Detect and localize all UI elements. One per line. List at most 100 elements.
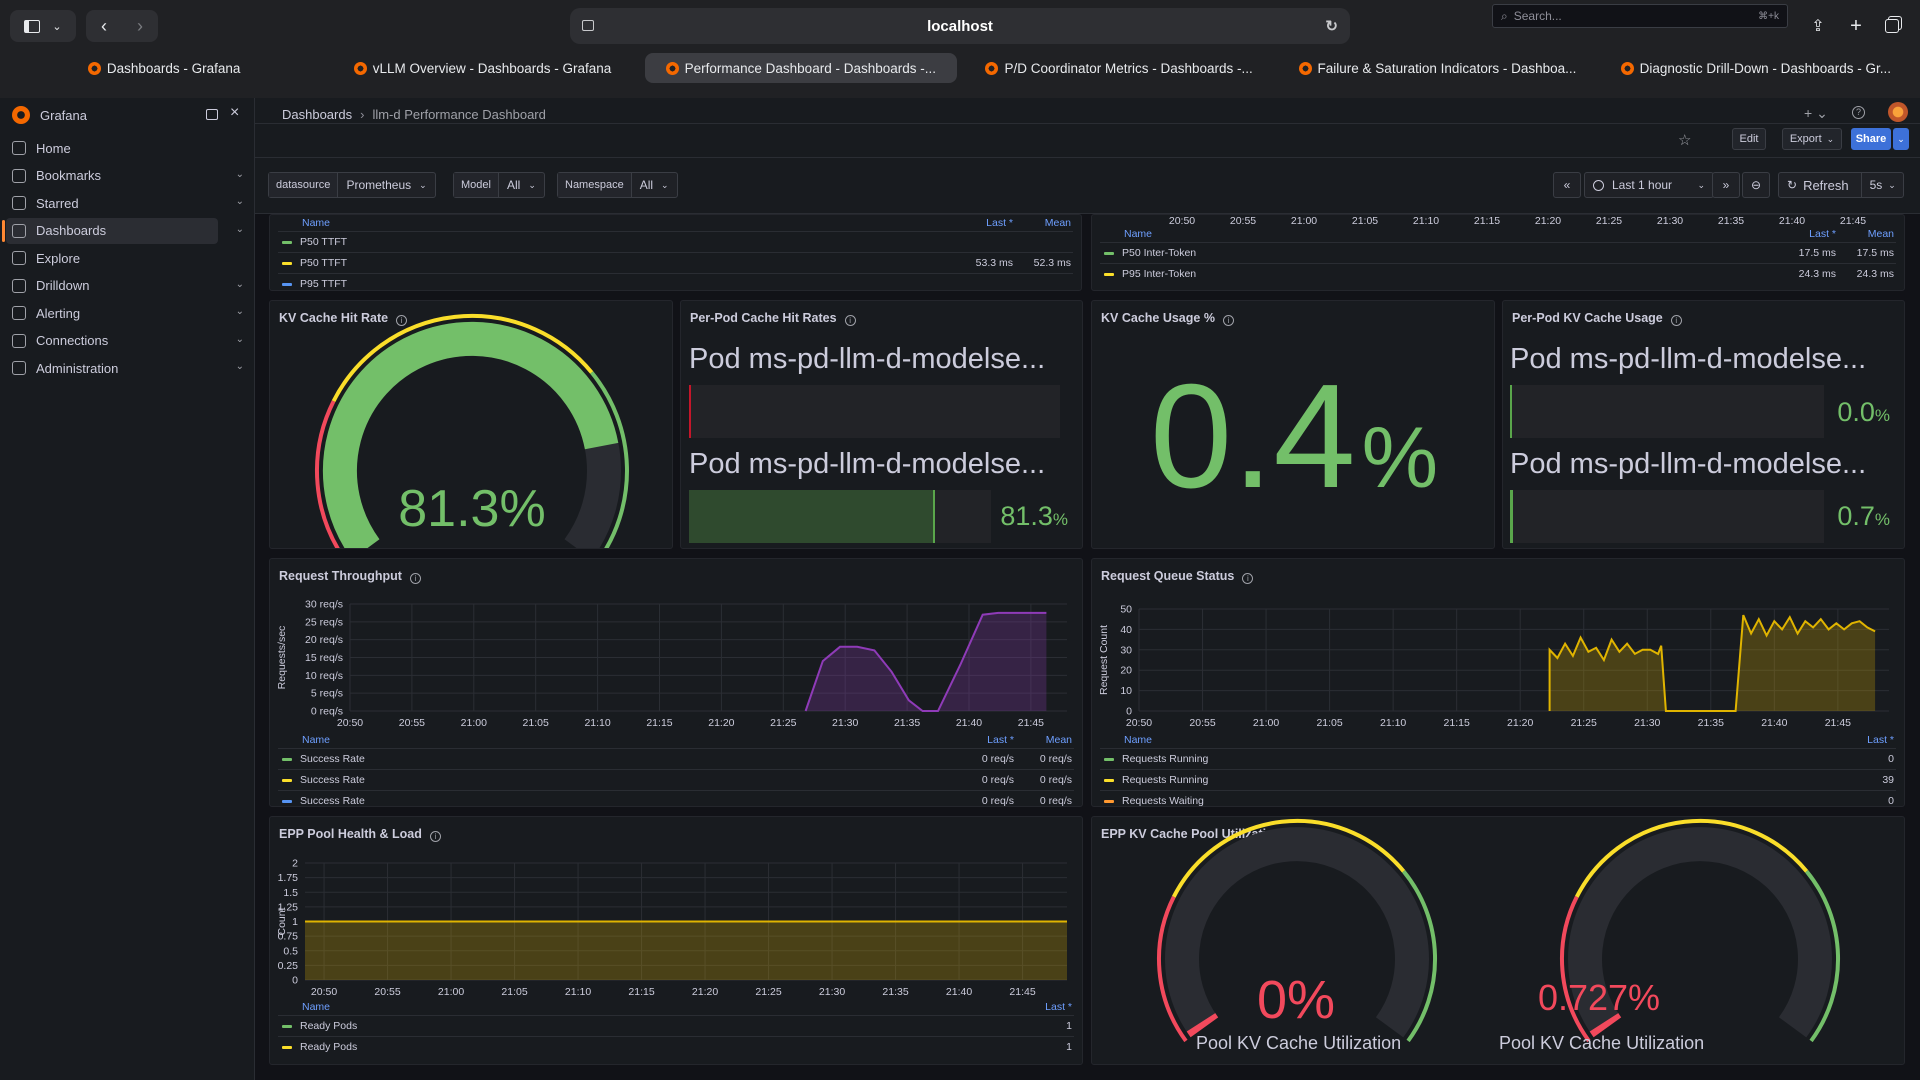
info-icon[interactable]: i xyxy=(409,573,421,584)
nav-item-home[interactable]: Home xyxy=(6,135,218,161)
nav-item-drilldown[interactable]: Drilldown ⌄ xyxy=(6,273,244,299)
close-icon[interactable]: × xyxy=(230,104,240,121)
forward-button[interactable]: › xyxy=(137,15,143,36)
chevron-down-icon[interactable]: ⌄ xyxy=(235,168,244,180)
info-icon[interactable]: i xyxy=(429,831,441,842)
legend-header-last[interactable]: Last * xyxy=(986,217,1013,229)
legend-header-name[interactable]: Name xyxy=(302,734,331,746)
time-range-picker[interactable]: Last 1 hour ⌄ xyxy=(1584,172,1714,198)
chevron-down-icon[interactable]: ⌄ xyxy=(235,333,244,345)
nav-item-bookmarks[interactable]: Bookmarks ⌄ xyxy=(6,163,244,189)
legend-row[interactable]: Success Rate 0 req/s 0 req/s xyxy=(278,790,1074,806)
legend-header-name[interactable]: Name xyxy=(302,1001,331,1013)
search-input[interactable]: ⌕ Search... ⌘+k xyxy=(1492,4,1788,28)
dock-menu-icon[interactable] xyxy=(206,109,218,120)
epp-chart[interactable]: 0 0.25 0.5 0.75 1 1.25 1.5 1.75 2 20:50 20:55 21:00… xyxy=(270,817,1083,1005)
x-tick-label: 21:40 xyxy=(946,986,972,998)
legend-header-last[interactable]: Last * xyxy=(1045,1001,1072,1013)
legend-header-last[interactable]: Last * xyxy=(1867,734,1894,746)
user-avatar[interactable] xyxy=(1888,102,1908,122)
legend-row[interactable]: P50 TTFT xyxy=(278,231,1073,252)
throughput-chart[interactable]: 0 req/s 5 req/s 10 req/s 15 req/s 20 req/s 25… xyxy=(270,559,1083,739)
edit-button[interactable]: Edit xyxy=(1732,128,1766,150)
pod-bar-value: 0.7% xyxy=(1837,501,1890,532)
queue-chart[interactable]: 0 10 20 30 40 50 20:50 20:55 21:00 21:05 21:10 21:1… xyxy=(1092,559,1905,739)
legend-row[interactable]: Requests Running 0 xyxy=(1100,748,1896,769)
grafana-favicon-icon xyxy=(353,61,367,75)
legend-header-name[interactable]: Name xyxy=(1124,228,1153,240)
chevron-down-icon[interactable]: ⌄ xyxy=(235,196,244,207)
legend-row[interactable]: P50 Inter-Token 17.5 ms 17.5 ms xyxy=(1100,242,1896,263)
chevron-down-icon[interactable]: ⌄ xyxy=(235,278,244,290)
browser-tab[interactable]: vLLM Overview - Dashboards - Grafana xyxy=(326,53,638,83)
var-model[interactable]: Model All ⌄ xyxy=(453,172,545,198)
legend-row[interactable]: Requests Running 39 xyxy=(1100,769,1896,790)
add-menu-button[interactable]: + ⌄ xyxy=(1804,105,1828,121)
chevron-down-icon[interactable]: ⌄ xyxy=(235,223,244,235)
tab-overview-button[interactable] xyxy=(1876,10,1908,42)
browser-tab[interactable]: Dashboards - Grafana xyxy=(8,53,320,83)
help-icon[interactable]: ? xyxy=(1852,106,1865,119)
refresh-picker[interactable]: ↻ Refresh 5s ⌄ xyxy=(1778,172,1904,198)
refresh-interval[interactable]: 5s xyxy=(1860,173,1882,197)
nav-item-explore[interactable]: Explore xyxy=(6,245,218,271)
nav-item-dashboards[interactable]: Dashboards ⌄ xyxy=(2,217,244,244)
nav-item-alerting[interactable]: Alerting ⌄ xyxy=(6,300,244,326)
itl-panel: 20:50 20:55 21:00 21:05 21:10 21:15 21:20 21:25… xyxy=(1091,214,1905,291)
legend-row[interactable]: Success Rate 0 req/s 0 req/s xyxy=(278,769,1074,790)
reload-icon[interactable]: ↻ xyxy=(1325,18,1338,35)
legend-row[interactable]: P50 TTFT 53.3 ms 52.3 ms xyxy=(278,252,1073,273)
legend-header-mean[interactable]: Mean xyxy=(1045,734,1072,746)
legend-header-name[interactable]: Name xyxy=(302,217,331,229)
legend-row[interactable]: Ready Pods 1 xyxy=(278,1036,1074,1057)
nav-item-connections[interactable]: Connections ⌄ xyxy=(6,328,244,354)
chevron-down-icon[interactable]: ⌄ xyxy=(235,361,244,372)
y-tick-label: 25 req/s xyxy=(305,616,343,628)
star-dashboard-icon[interactable]: ☆ xyxy=(1678,132,1692,149)
legend-row[interactable]: Requests Waiting 0 xyxy=(1100,790,1896,806)
nav-item-administration[interactable]: Administration ⌄ xyxy=(6,355,244,381)
legend-header-mean[interactable]: Mean xyxy=(1044,217,1071,229)
share-button[interactable]: Share xyxy=(1851,128,1891,150)
time-shift-back-button[interactable]: « xyxy=(1553,172,1581,198)
back-button[interactable]: ‹ xyxy=(101,15,107,36)
legend-row[interactable]: P95 Inter-Token 24.3 ms 24.3 ms xyxy=(1100,263,1896,284)
legend-header-last[interactable]: Last * xyxy=(987,734,1014,746)
browser-tab[interactable]: Diagnostic Drill-Down - Dashboards - Gr.… xyxy=(1600,53,1912,83)
browser-tab[interactable]: Failure & Saturation Indicators - Dashbo… xyxy=(1281,53,1593,83)
info-icon[interactable]: i xyxy=(396,315,408,326)
browser-tab[interactable]: P/D Coordinator Metrics - Dashboards -..… xyxy=(963,53,1275,83)
nav-item-starred[interactable]: Starred ⌄ xyxy=(6,190,244,216)
new-tab-button[interactable]: + xyxy=(1840,10,1872,42)
chevron-down-icon[interactable]: ⌄ xyxy=(235,306,244,317)
legend-header-name[interactable]: Name xyxy=(1124,734,1153,746)
info-icon[interactable]: i xyxy=(1242,573,1254,584)
series-color-swatch xyxy=(282,778,292,782)
kv-usage-value: 0.4% xyxy=(1092,363,1494,511)
share-menu-chevron-icon[interactable]: ⌄ xyxy=(1893,128,1909,150)
var-datasource[interactable]: datasource Prometheus ⌄ xyxy=(268,172,436,198)
zoom-out-button[interactable]: ⊖ xyxy=(1742,172,1770,198)
browser-tab[interactable]: Performance Dashboard - Dashboards -... xyxy=(644,53,957,83)
address-bar[interactable]: localhost ↻ xyxy=(570,8,1350,44)
legend-header-mean[interactable]: Mean xyxy=(1867,228,1894,240)
site-settings-icon[interactable] xyxy=(582,20,594,31)
sidebar-icon xyxy=(24,19,41,33)
sidebar-toggle-button[interactable]: ⌄ xyxy=(10,10,76,42)
chevron-down-icon: ⌄ xyxy=(1888,179,1896,190)
series-name: Ready Pods xyxy=(300,1041,358,1053)
legend-row[interactable]: Ready Pods 1 xyxy=(278,1015,1074,1036)
breadcrumb-dashboards[interactable]: Dashboards xyxy=(282,106,353,122)
info-icon[interactable]: i xyxy=(1670,315,1682,326)
share-browser-button[interactable]: ⇪ xyxy=(1802,10,1834,42)
legend-header-last[interactable]: Last * xyxy=(1809,228,1836,240)
x-tick-label: 21:40 xyxy=(956,717,982,729)
legend-row[interactable]: P95 TTFT xyxy=(278,273,1073,290)
var-namespace-label: Namespace xyxy=(558,173,632,197)
var-namespace[interactable]: Namespace All ⌄ xyxy=(557,172,678,198)
time-shift-forward-button[interactable]: » xyxy=(1712,172,1740,198)
legend-row[interactable]: Success Rate 0 req/s 0 req/s xyxy=(278,748,1074,769)
info-icon[interactable]: i xyxy=(1222,315,1234,326)
info-icon[interactable]: i xyxy=(844,315,856,326)
export-button[interactable]: Export ⌄ xyxy=(1782,128,1842,150)
